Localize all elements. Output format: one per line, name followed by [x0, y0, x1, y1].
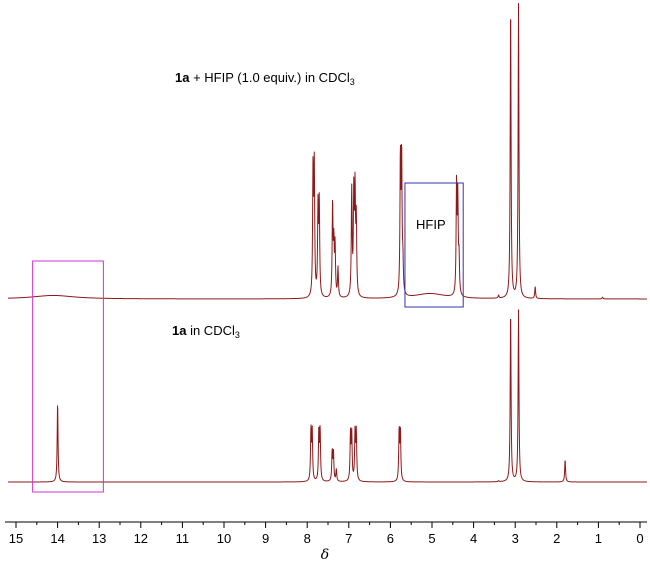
tick-label: 8 [304, 531, 311, 546]
trace-1a-cdcl3 [7, 309, 648, 483]
tick-label: 2 [553, 531, 560, 546]
x-axis-ticks: 15 14 13 12 11 10 9 8 7 6 5 4 3 2 1 0 [9, 522, 644, 546]
hfip-annotation: HFIP [416, 217, 446, 232]
tick-label: 11 [176, 531, 190, 546]
box-hfip [404, 182, 464, 308]
top-spectrum-label: 1a + HFIP (1.0 equiv.) in CDCl3 [175, 70, 355, 87]
x-axis-title: δ [321, 547, 329, 563]
tick-label: 3 [512, 531, 519, 546]
tick-label: 10 [217, 531, 231, 546]
bottom-spectrum-label: 1a in CDCl3 [172, 323, 240, 340]
spectrum-traces [7, 2, 648, 483]
highlight-boxes [32, 182, 464, 493]
tick-label: 6 [387, 531, 394, 546]
tick-label: 4 [470, 531, 477, 546]
tick-label: 9 [262, 531, 269, 546]
tick-label: 5 [428, 531, 435, 546]
tick-label: 1 [595, 531, 602, 546]
box-enol-oh [32, 260, 104, 493]
tick-label: 7 [345, 531, 352, 546]
tick-label: 15 [9, 531, 23, 546]
tick-label: 14 [50, 531, 64, 546]
tick-label: 12 [134, 531, 148, 546]
trace-1a-hfip [7, 2, 648, 300]
tick-label: 0 [636, 531, 643, 546]
tick-label: 13 [92, 531, 106, 546]
